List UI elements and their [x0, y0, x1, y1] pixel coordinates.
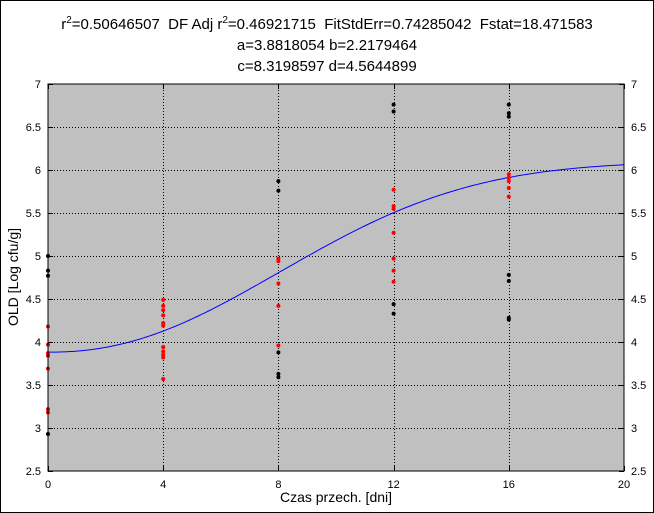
y-tick-label-right: 4.5 [631, 294, 646, 306]
data-point [391, 302, 396, 307]
stats-line-2: a=3.8818054 b=2.2179464 [236, 37, 418, 54]
fit-std-err-value: 0.74285042 [392, 16, 472, 33]
data-point [276, 375, 281, 380]
y-tick-labels-left: 2.5 3 3.5 4 4.5 5 5.5 6 6.5 7 [26, 79, 41, 478]
stats-line-1: r2=0.50646507 DF Adj r2=0.46921715 FitSt… [61, 15, 593, 34]
x-tick-labels: 0 4 8 12 16 20 [45, 479, 630, 491]
y-tick-label-left: 5 [35, 251, 41, 263]
data-point [506, 102, 511, 107]
data-point [161, 313, 166, 318]
y-tick-label-left: 3.5 [26, 380, 41, 392]
data-point [276, 343, 281, 348]
data-point [276, 350, 281, 355]
data-point [391, 311, 396, 316]
x-axis-label: Czas przech. [dni] [280, 489, 392, 505]
data-point [161, 345, 166, 350]
plot-border [47, 83, 625, 472]
data-point [276, 179, 281, 184]
y-axis-label: OLD [Log cfu/g] [5, 228, 21, 326]
y-tick-label-right: 4 [631, 337, 637, 349]
data-point [391, 206, 396, 211]
y-tick-label-right: 3 [631, 423, 637, 435]
fit-curve [47, 164, 625, 353]
data-point [506, 194, 511, 199]
x-tick-label: 16 [503, 479, 515, 491]
y-tick-labels-right: 2.5 3 3.5 4 4.5 5 5.5 6 6.5 7 [631, 79, 646, 478]
y-tick-label-right: 5.5 [631, 208, 646, 220]
data-point [506, 114, 511, 119]
data-point [506, 111, 511, 116]
data-point [506, 179, 511, 184]
data-point [161, 303, 166, 308]
df-adj-r2-value: 0.46921715 [236, 16, 316, 33]
data-point [506, 175, 511, 180]
x-tick-label: 0 [45, 479, 51, 491]
data-point [161, 297, 166, 302]
data-point [391, 279, 396, 284]
x-tick-label: 20 [618, 479, 630, 491]
y-tick-label-right: 5 [631, 251, 637, 263]
y-tick-label-left: 3 [35, 423, 41, 435]
y-tick-label-right: 6.5 [631, 122, 646, 134]
y-tick-label-left: 4.5 [26, 294, 41, 306]
plot-area [48, 84, 624, 471]
data-point [506, 317, 511, 322]
data-point [391, 102, 396, 107]
y-tick-label-left: 7 [35, 79, 41, 91]
data-point [276, 303, 281, 308]
data-point [506, 172, 511, 177]
data-point [276, 188, 281, 193]
data-point [391, 109, 396, 114]
data-point [391, 187, 396, 192]
data-point [391, 256, 396, 261]
data-point [391, 268, 396, 273]
data-point [276, 281, 281, 286]
data-point [161, 376, 166, 381]
stats-line-3: c=8.3198597 d=4.5644899 [237, 58, 417, 75]
y-tick-label-left: 2.5 [26, 466, 41, 478]
x-tick-label: 12 [387, 479, 399, 491]
data-point [506, 186, 511, 191]
data-point [161, 355, 166, 360]
data-points [46, 102, 511, 437]
data-point [276, 371, 281, 376]
y-tick-label-left: 5.5 [26, 208, 41, 220]
y-tick-label-left: 6.5 [26, 122, 41, 134]
fstat-value: 18.471583 [521, 16, 593, 33]
x-tick-label: 8 [275, 479, 281, 491]
data-point [161, 349, 166, 354]
y-tick-label-left: 4 [35, 337, 41, 349]
data-point [391, 230, 396, 235]
y-tick-label-right: 7 [631, 79, 637, 91]
data-point [161, 323, 166, 328]
x-tick-label: 4 [160, 479, 166, 491]
y-tick-label-right: 6 [631, 165, 637, 177]
y-tick-label-right: 3.5 [631, 380, 646, 392]
y-tick-label-left: 6 [35, 165, 41, 177]
data-point [506, 272, 511, 277]
y-tick-label-right: 2.5 [631, 466, 646, 478]
data-point [276, 259, 281, 264]
grid-lines [48, 84, 624, 471]
r2-value: 0.50646507 [80, 16, 160, 33]
data-point [161, 308, 166, 313]
data-point [506, 278, 511, 283]
